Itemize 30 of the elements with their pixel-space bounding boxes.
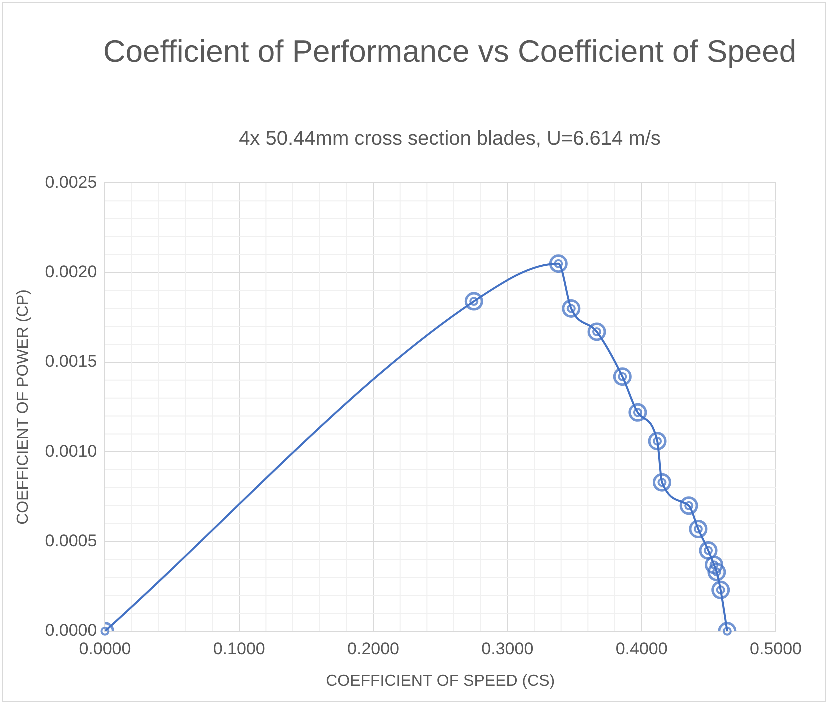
- point: [680, 496, 698, 516]
- point: [699, 541, 718, 560]
- point: [628, 403, 648, 422]
- point: [652, 473, 672, 492]
- point: [708, 562, 726, 582]
- chart-title: Coefficient of Performance vs Coefficient of Speed: [102, 33, 798, 71]
- y-tick-label: 0.0000: [45, 621, 98, 640]
- y-axis-title: COEFFICIENT OF POWER (CP): [15, 290, 32, 525]
- point: [549, 254, 568, 274]
- y-tick-label: 0.0010: [45, 442, 98, 461]
- point: [588, 322, 606, 342]
- point: [705, 556, 724, 574]
- y-tick-label: 0.0005: [45, 531, 98, 550]
- x-tick-label: 0.5000: [750, 639, 802, 658]
- x-tick-label: 0.3000: [482, 639, 534, 658]
- point: [648, 432, 667, 451]
- point: [689, 520, 708, 538]
- point: [464, 292, 484, 311]
- x-axis-title: COEFFICIENT OF SPEED (CS): [326, 672, 556, 690]
- y-tick-label: 0.0025: [45, 172, 98, 192]
- x-tick-label: 0.0000: [79, 639, 132, 658]
- x-tick-label: 0.2000: [348, 639, 400, 658]
- chart-subtitle: 4x 50.44mm cross section blades, U=6.614 m/s: [238, 128, 662, 151]
- y-tick-label: 0.0015: [45, 352, 98, 372]
- point: [613, 368, 632, 386]
- x-tick-label: 0.4000: [616, 639, 668, 658]
- x-tick-label: 0.1000: [213, 639, 266, 658]
- y-tick-label: 0.0020: [45, 262, 98, 282]
- point: [712, 580, 730, 600]
- point: [562, 299, 581, 318]
